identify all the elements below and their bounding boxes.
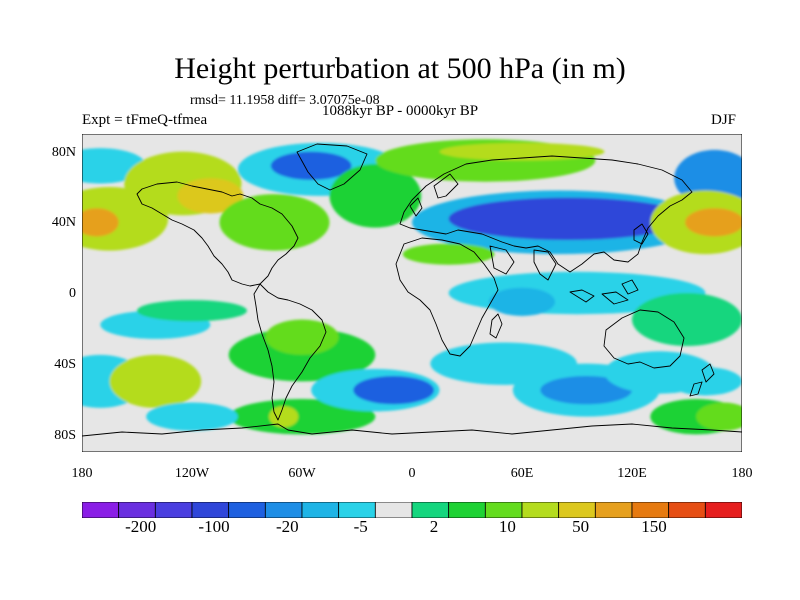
anomaly-region-34 bbox=[146, 402, 238, 431]
colorbar-box-9 bbox=[411, 502, 450, 518]
lat-label-80s: 80S bbox=[54, 428, 76, 443]
colorbar-box-4 bbox=[228, 502, 266, 518]
colorbar-box-1 bbox=[118, 502, 156, 518]
coast-africa bbox=[395, 237, 499, 357]
coast-madagascar bbox=[489, 313, 503, 339]
lon-label-180e: 180 bbox=[731, 466, 753, 481]
anomaly-region-28 bbox=[353, 376, 434, 405]
period-label: 1088kyr BP - 0000kyr BP bbox=[322, 103, 479, 119]
colorbar-box-8 bbox=[374, 502, 413, 518]
anomaly-region-22 bbox=[109, 354, 202, 408]
colorbar-tick-label: -100 bbox=[198, 517, 230, 536]
lon-label-120e: 120E bbox=[617, 466, 647, 481]
colorbar-box-17 bbox=[704, 502, 742, 518]
coast-japan bbox=[633, 223, 649, 245]
lon-label-60w: 60W bbox=[288, 466, 316, 481]
anomaly-region-4 bbox=[82, 208, 119, 237]
anomaly-region-12 bbox=[448, 197, 687, 240]
colorbar-tick-label: -20 bbox=[275, 517, 299, 536]
anomaly-region-15 bbox=[685, 208, 742, 237]
anomaly-region-2 bbox=[177, 178, 244, 214]
colorbar-tick-label: 10 bbox=[498, 517, 516, 536]
coast-greenland bbox=[296, 143, 368, 191]
anomaly-region-36 bbox=[696, 402, 742, 431]
colorbar-tick-label: 2 bbox=[429, 517, 439, 536]
anomaly-region-26 bbox=[269, 406, 299, 428]
lon-label-0: 0 bbox=[408, 466, 416, 481]
anomaly-region-31 bbox=[540, 376, 632, 405]
stats-line: rmsd= 11.1958 diff= 3.07075e-08 bbox=[190, 93, 380, 108]
anomaly-region-37 bbox=[137, 300, 247, 322]
colorbar-box-15 bbox=[631, 502, 670, 518]
lon-label-120w: 120W bbox=[174, 466, 210, 481]
coast-eurasia bbox=[399, 155, 693, 273]
colorbar-box-3 bbox=[191, 502, 230, 518]
colorbar-box-2 bbox=[154, 502, 193, 518]
coast-antarctica bbox=[82, 423, 742, 437]
colorbar-box-11 bbox=[484, 502, 523, 518]
colorbar-box-14 bbox=[594, 502, 633, 518]
anomaly-region-7 bbox=[219, 194, 330, 251]
coastlines bbox=[82, 143, 742, 437]
experiment-label: Expt = tFmeQ-tfmea bbox=[82, 112, 208, 128]
coast-south-america bbox=[253, 283, 327, 421]
coast-north-america bbox=[136, 181, 299, 287]
anomaly-region-8 bbox=[329, 164, 422, 228]
anomaly-map bbox=[82, 134, 742, 452]
lat-label-80n: 80N bbox=[51, 145, 76, 160]
coast-se-asia-islands bbox=[569, 279, 639, 305]
colorbar-box-5 bbox=[264, 502, 303, 518]
colorbar-box-12 bbox=[521, 502, 560, 518]
lat-label-40n: 40N bbox=[51, 215, 76, 230]
coast-new-zealand bbox=[689, 363, 715, 397]
colorbar-tick-label: -200 bbox=[125, 517, 157, 536]
colorbar-box-10 bbox=[448, 502, 486, 518]
plot-title: Height perturbation at 500 hPa (in m) bbox=[174, 52, 626, 85]
colorbar-box-16 bbox=[668, 502, 706, 518]
anomaly-region-24 bbox=[265, 319, 339, 355]
colorbar bbox=[82, 502, 742, 518]
colorbar-tick-label: -5 bbox=[353, 517, 368, 536]
lat-label-eq: 0 bbox=[69, 286, 76, 301]
anomaly-region-10 bbox=[439, 142, 605, 161]
lon-label-180w: 180 bbox=[71, 466, 93, 481]
anomaly-region-19 bbox=[632, 293, 742, 346]
lon-label-60e: 60E bbox=[510, 466, 534, 481]
colorbar-box-6 bbox=[301, 502, 340, 518]
colorbar-box-7 bbox=[338, 502, 376, 518]
colorbar-box-13 bbox=[558, 502, 596, 518]
colorbar-tick-label: 150 bbox=[641, 517, 667, 536]
anomaly-region-6 bbox=[270, 151, 352, 180]
coast-scandinavia bbox=[409, 173, 459, 217]
anomaly-region-18 bbox=[489, 287, 555, 316]
colorbar-tick-label: 50 bbox=[572, 517, 590, 536]
coast-arabia-india bbox=[489, 245, 557, 281]
season-label: DJF bbox=[711, 112, 737, 128]
lat-label-40s: 40S bbox=[54, 357, 76, 372]
anomaly-region-16 bbox=[402, 243, 495, 265]
colorbar-box-0 bbox=[82, 502, 120, 518]
coast-australia bbox=[603, 309, 685, 369]
anomaly-field bbox=[82, 139, 742, 435]
